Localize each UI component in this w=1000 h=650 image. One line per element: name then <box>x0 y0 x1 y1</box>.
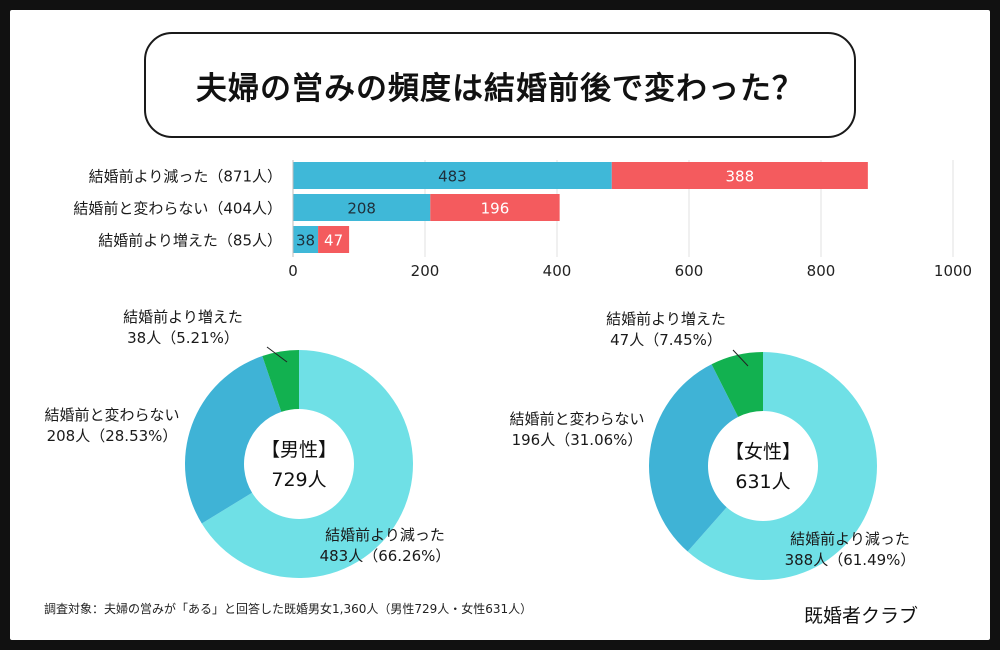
bar-value-label: 483 <box>438 168 467 186</box>
category-label: 結婚前より増えた（85人） <box>98 232 282 250</box>
stacked-bar-chart: 0 200 400 600 800 1000 結婚前より減った（871人） 483 388 結婚前… <box>73 160 972 280</box>
donut-slice <box>687 352 878 581</box>
slice-label: 結婚前と変わらない <box>44 406 179 424</box>
page-title: 夫婦の営みの頻度は結婚前後で変わった？ <box>196 70 804 107</box>
donut-slice <box>201 350 413 578</box>
slice-detail: 388人（61.49%） <box>785 551 916 569</box>
x-tick-label: 1000 <box>934 262 972 280</box>
slice-label: 結婚前より増えた <box>123 308 243 326</box>
donut-center-count: 729人 <box>271 469 326 491</box>
survey-footnote: 調査対象：夫婦の営みが「ある」と回答した既婚男女1,360人（男性729人・女性… <box>44 602 533 616</box>
slice-label: 結婚前より減った <box>325 526 445 544</box>
donut-center-label: 【男性】 <box>261 439 337 461</box>
donut-center-label: 【女性】 <box>725 441 801 463</box>
bar-value-label: 196 <box>481 200 510 218</box>
donut-slice <box>711 352 763 417</box>
leader-line <box>266 346 288 363</box>
category-label: 結婚前より減った（871人） <box>89 168 282 186</box>
slice-label: 結婚前より増えた <box>606 310 726 328</box>
donut-slice <box>262 349 299 412</box>
bar-segment <box>611 162 868 189</box>
bar-segment <box>318 226 350 253</box>
slice-label: 結婚前より減った <box>790 530 910 548</box>
category-label: 結婚前と変わらない（404人） <box>73 200 282 218</box>
x-tick-label: 800 <box>807 262 836 280</box>
bar-segment <box>293 162 612 189</box>
slice-label: 結婚前と変わらない <box>509 410 644 428</box>
slice-detail: 38人（5.21%） <box>127 329 239 347</box>
bar-segment <box>430 194 560 221</box>
donut-slice <box>649 364 739 552</box>
leader-line <box>732 349 749 367</box>
brand-label: 既婚者クラブ <box>804 605 919 627</box>
bar-segment <box>293 194 431 221</box>
slice-detail: 208人（28.53%） <box>47 427 178 445</box>
title-box: 夫婦の営みの頻度は結婚前後で変わった？ <box>144 32 856 138</box>
x-tick-label: 400 <box>543 262 572 280</box>
slice-detail: 196人（31.06%） <box>512 431 643 449</box>
donut-center-count: 631人 <box>735 471 790 493</box>
slice-detail: 47人（7.45%） <box>610 331 722 349</box>
donut-slice <box>184 356 282 524</box>
x-tick-label: 200 <box>411 262 440 280</box>
bar-value-label: 208 <box>347 200 376 218</box>
x-tick-label: 600 <box>675 262 704 280</box>
bar-value-label: 388 <box>725 168 754 186</box>
bar-segment <box>293 226 319 253</box>
slice-detail: 483人（66.26%） <box>320 547 451 565</box>
x-tick-label: 0 <box>288 262 298 280</box>
bar-value-label: 47 <box>324 232 343 250</box>
bar-value-label: 38 <box>296 232 315 250</box>
